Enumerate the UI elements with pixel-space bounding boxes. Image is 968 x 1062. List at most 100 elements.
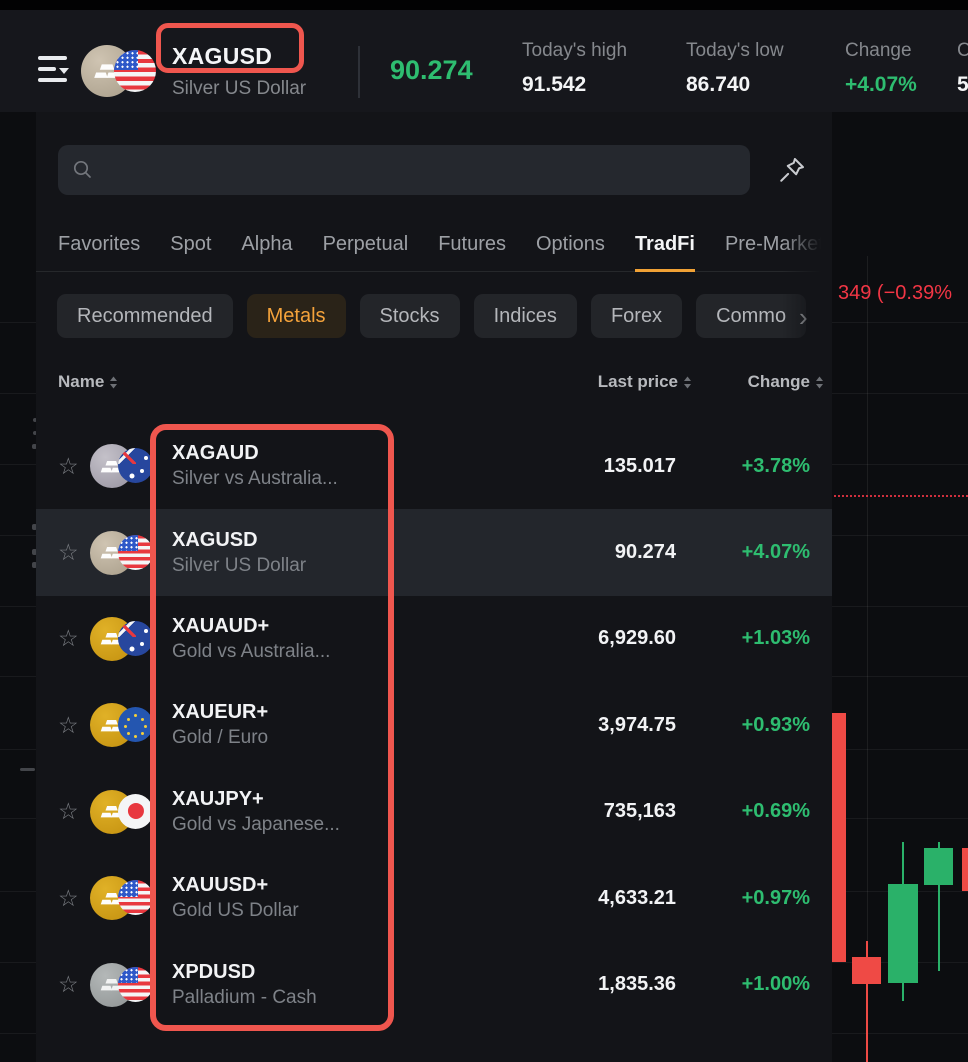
todays-high-stat: Today's high 91.542	[522, 40, 627, 97]
row-symbol: XAUUSD+	[172, 874, 269, 897]
row-name: Gold US Dollar	[172, 900, 299, 922]
tab-spot[interactable]: Spot	[170, 233, 212, 255]
row-change: +1.03%	[741, 627, 810, 650]
row-symbol: XAGUSD	[172, 528, 258, 551]
tab-alpha[interactable]: Alpha	[241, 233, 293, 255]
list-item[interactable]: ☆ XAUAUD+ Gold vs Australia... 6,929.60 …	[36, 596, 832, 682]
pair-icons	[90, 786, 172, 838]
column-label: Last price	[597, 372, 678, 391]
candle-wick	[866, 941, 868, 1062]
tab-futures[interactable]: Futures	[438, 233, 506, 255]
stat-label: Today's high	[522, 40, 628, 61]
instrument-icon-pair	[81, 43, 167, 99]
favorite-star-icon[interactable]: ☆	[58, 884, 79, 911]
row-name: Palladium - Cash	[172, 986, 317, 1008]
row-last-price: 135.017	[603, 454, 676, 477]
column-name[interactable]: Name	[58, 372, 118, 392]
australia-flag-icon	[118, 620, 153, 656]
chip-stocks[interactable]: Stocks	[359, 294, 460, 338]
chips-scroll-chevron-icon[interactable]: ›	[799, 302, 808, 332]
tab-tradfi[interactable]: TradFi	[634, 228, 695, 272]
favorite-star-icon[interactable]: ☆	[58, 711, 79, 738]
chart-dotted-price-line	[830, 495, 968, 497]
eu-flag-icon	[118, 707, 153, 743]
row-change: +0.97%	[741, 886, 810, 909]
row-last-price: 1,835.36	[598, 973, 676, 996]
row-last-price: 735,163	[603, 800, 676, 823]
favorite-star-icon[interactable]: ☆	[58, 798, 79, 825]
chip-commodities[interactable]: Commo	[696, 294, 807, 338]
list-item[interactable]: ☆ XAGAUD Silver vs Australia... 135.017 …	[36, 423, 832, 509]
sort-icon	[684, 376, 691, 388]
us-flag-icon	[118, 966, 153, 1002]
category-chips: Recommended Metals Stocks Indices Forex …	[36, 294, 832, 338]
row-name: Silver US Dollar	[172, 554, 307, 576]
menu-icon[interactable]	[38, 56, 69, 84]
list-item[interactable]: ☆ XAUJPY+ Gold vs Japanese... 735,163 +0…	[36, 769, 832, 855]
stat-label: Today's low	[686, 40, 784, 61]
divider	[358, 46, 360, 98]
column-last-price[interactable]: Last price	[598, 372, 692, 392]
us-flag-icon	[118, 880, 153, 916]
tab-options[interactable]: Options	[536, 233, 605, 255]
tab-favorites[interactable]: Favorites	[58, 233, 141, 255]
row-change: +0.69%	[741, 800, 810, 823]
tab-perpetual[interactable]: Perpetual	[322, 233, 409, 255]
japan-flag-icon	[118, 793, 153, 829]
row-name: Gold vs Australia...	[172, 640, 331, 662]
clipped-text-fragment	[32, 524, 37, 530]
list-item[interactable]: ☆ XAUUSD+ Gold US Dollar 4,633.21 +0.97%	[36, 855, 832, 941]
gridline	[867, 256, 868, 1062]
stat-value: 86.740	[686, 73, 751, 96]
clipped-stat: C 5	[957, 40, 968, 97]
row-symbol: XPDUSD	[172, 960, 256, 983]
chip-indices[interactable]: Indices	[473, 294, 577, 338]
search-input[interactable]	[104, 159, 736, 181]
chip-recommended[interactable]: Recommended	[57, 294, 233, 338]
favorite-star-icon[interactable]: ☆	[58, 971, 79, 998]
clipped-text-fragment	[20, 768, 35, 771]
chevron-down-icon	[59, 68, 69, 74]
pair-icons	[90, 699, 172, 751]
column-label: Name	[58, 372, 105, 391]
list-item-selected[interactable]: ☆ XAGUSD Silver US Dollar 90.274 +4.07%	[36, 509, 832, 596]
stat-label: Change	[845, 40, 912, 61]
clipped-text-fragment	[33, 418, 37, 422]
todays-low-stat: Today's low 86.740	[686, 40, 784, 97]
pin-icon[interactable]	[774, 152, 810, 188]
sort-icon	[816, 376, 823, 388]
top-black-strip	[0, 0, 968, 10]
pair-icons	[90, 527, 172, 579]
candle-down	[852, 957, 881, 984]
row-symbol: XAUEUR+	[172, 701, 269, 724]
favorite-star-icon[interactable]: ☆	[58, 625, 79, 652]
pair-icons	[90, 613, 172, 665]
candle-wick	[938, 842, 940, 971]
list-item[interactable]: ☆ XAUEUR+ Gold / Euro 3,974.75 +0.93%	[36, 682, 832, 768]
instrument-symbol[interactable]: XAGUSD	[172, 43, 273, 69]
row-change: +4.07%	[741, 541, 810, 564]
row-change: +1.00%	[741, 973, 810, 996]
clipped-text-fragment	[33, 431, 37, 435]
candle-up	[888, 884, 918, 983]
instrument-header: XAGUSD Silver US Dollar 90.274 Today's h…	[0, 10, 968, 112]
list-item[interactable]: ☆ XPDUSD Palladium - Cash 1,835.36 +1.00…	[36, 941, 832, 1027]
favorite-star-icon[interactable]: ☆	[58, 539, 79, 566]
chart-ticker-text: 349 (−0.39%	[838, 282, 952, 304]
chip-metals[interactable]: Metals	[246, 294, 346, 338]
stat-value: 91.542	[522, 73, 587, 96]
search-box[interactable]	[58, 145, 750, 195]
tab-pre-market[interactable]: Pre-Market	[724, 233, 824, 255]
row-name: Silver vs Australia...	[172, 468, 338, 490]
australia-flag-icon	[118, 448, 153, 484]
stat-value: +4.07%	[845, 73, 917, 96]
row-change: +0.93%	[741, 713, 810, 736]
search-icon	[73, 160, 91, 178]
favorite-star-icon[interactable]: ☆	[58, 452, 79, 479]
column-change[interactable]: Change	[748, 372, 824, 392]
row-name: Gold / Euro	[172, 727, 269, 749]
symbol-list: ☆ XAGAUD Silver vs Australia... 135.017 …	[36, 423, 832, 1028]
chip-forex[interactable]: Forex	[590, 294, 683, 338]
symbol-search-panel: Favorites Spot Alpha Perpetual Futures O…	[36, 112, 832, 1062]
